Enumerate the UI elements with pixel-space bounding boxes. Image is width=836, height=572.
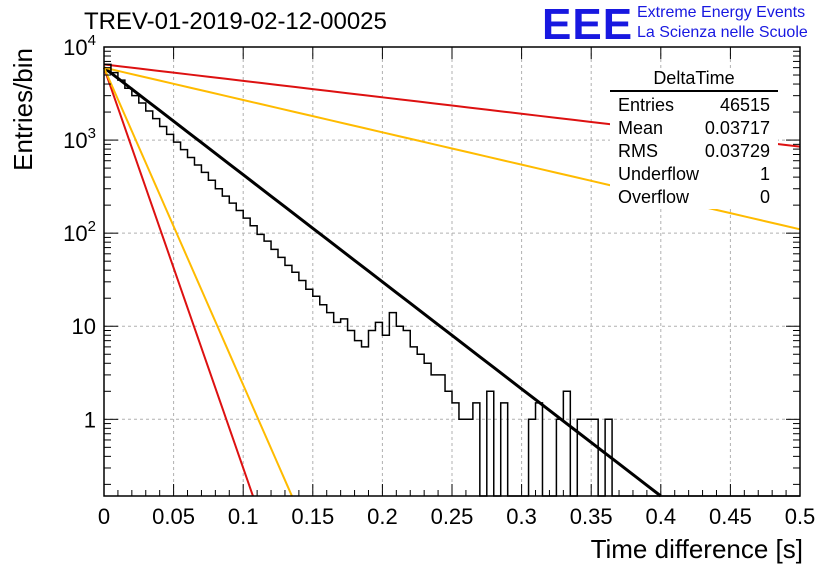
fit-line [103,66,662,498]
y-tick-label: 102 [63,218,96,246]
x-tick-label: 0.4 [646,504,677,529]
x-tick-label: 0.45 [709,504,752,529]
y-tick-label: 1 [84,407,96,432]
stats-row-rms: RMS 0.03729 [610,140,778,163]
stats-value: 0 [759,187,770,207]
x-tick-label: 0 [98,504,110,529]
x-axis-title: Time difference [s] [591,534,803,564]
stats-row-underflow: Underflow 1 [610,163,778,186]
stats-label: Underflow [618,164,700,184]
y-axis-title: Entries/bin [8,48,38,171]
stats-title: DeltaTime [610,68,778,92]
x-tick-label: 0.25 [431,504,474,529]
stats-row-mean: Mean 0.03717 [610,117,778,140]
stats-row-overflow: Overflow 0 [610,186,778,209]
eee-logo-caption: Extreme Energy Events La Scienza nelle S… [637,3,808,43]
eee-logo-line1: Extreme Energy Events [637,4,806,21]
x-tick-label: 0.2 [367,504,398,529]
stats-value: 0.03717 [704,118,770,138]
y-tick-label: 103 [63,125,96,153]
stats-value: 1 [759,164,770,184]
chart-title: TREV-01-2019-02-12-00025 [84,8,387,35]
eee-logo-line2: La Scienza nelle Scuole [637,24,808,41]
histogram-outline [104,63,800,497]
fit-line [103,67,254,497]
stats-label: Mean [618,118,664,138]
y-tick-label: 10 [72,314,96,339]
x-tick-label: 0.5 [785,504,816,529]
stats-value: 46515 [719,95,770,115]
stats-value: 0.03729 [704,141,770,161]
stats-label: Overflow [618,187,690,207]
grid [104,47,800,496]
x-tick-label: 0.1 [228,504,259,529]
x-tick-label: 0.3 [506,504,537,529]
y-tick-label: 104 [63,32,96,60]
stats-label: RMS [618,141,658,161]
x-axis-ticks: 0 0.05 0.1 0.15 0.2 0.25 0.3 0.35 0.4 0.45 0.5 [98,47,815,529]
x-tick-label: 0.15 [291,504,334,529]
x-tick-label: 0.35 [570,504,613,529]
x-tick-label: 0.05 [152,504,195,529]
stats-box: DeltaTime Entries 46515 Mean 0.03717 RMS… [610,68,778,209]
histogram [104,63,800,497]
stats-row-entries: Entries 46515 [610,94,778,117]
eee-logo: EEE [542,0,634,49]
stats-label: Entries [618,95,675,115]
fit-line [103,67,293,497]
